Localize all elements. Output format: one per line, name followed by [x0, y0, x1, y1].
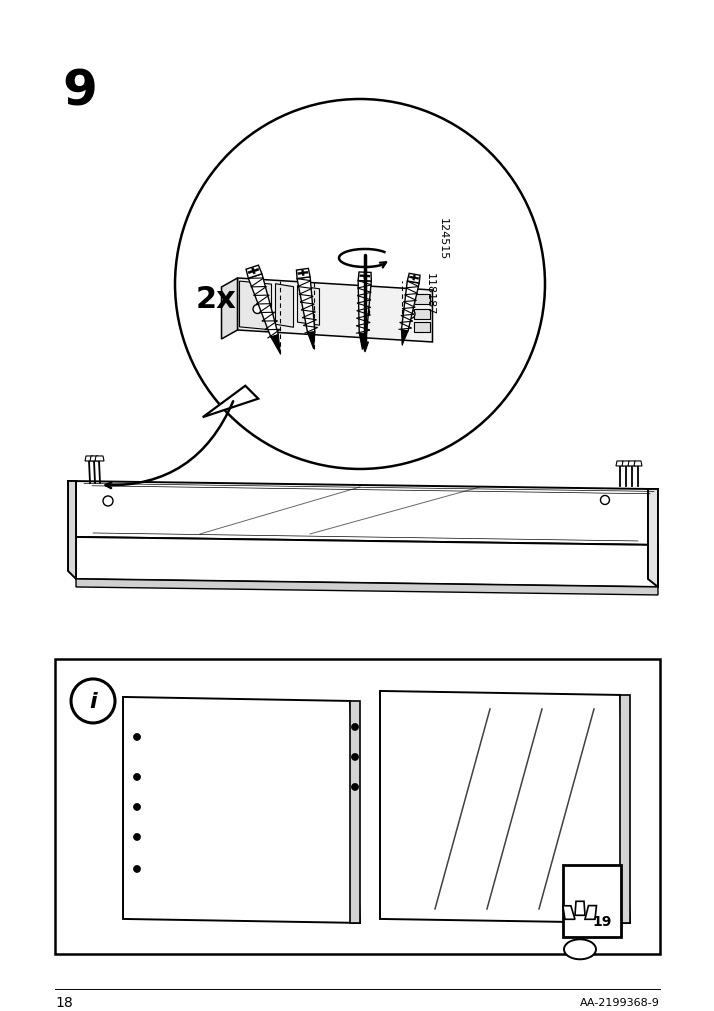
Polygon shape [628, 461, 636, 466]
Polygon shape [90, 457, 99, 461]
Polygon shape [415, 309, 431, 319]
Polygon shape [364, 274, 366, 279]
FancyBboxPatch shape [55, 659, 660, 954]
Circle shape [351, 784, 358, 791]
Polygon shape [563, 906, 575, 919]
Circle shape [351, 754, 358, 760]
Polygon shape [575, 902, 585, 915]
Polygon shape [380, 692, 630, 923]
FancyBboxPatch shape [563, 865, 621, 937]
Circle shape [134, 734, 141, 741]
Circle shape [134, 804, 141, 811]
Text: AA-2199368-9: AA-2199368-9 [580, 997, 660, 1007]
Circle shape [361, 308, 370, 317]
Text: 19: 19 [593, 914, 612, 928]
Polygon shape [238, 279, 433, 343]
Polygon shape [620, 696, 630, 923]
Text: 124515: 124515 [438, 217, 448, 260]
Polygon shape [76, 538, 658, 587]
Polygon shape [239, 282, 271, 331]
Ellipse shape [564, 939, 596, 959]
Circle shape [134, 834, 141, 840]
Text: 18: 18 [55, 995, 73, 1009]
Polygon shape [350, 702, 360, 923]
Polygon shape [248, 269, 259, 274]
Polygon shape [76, 579, 658, 595]
Polygon shape [616, 461, 624, 466]
Polygon shape [634, 461, 642, 466]
Polygon shape [276, 284, 293, 328]
Polygon shape [361, 343, 368, 353]
Text: 118187: 118187 [426, 273, 436, 315]
Polygon shape [68, 481, 76, 579]
Polygon shape [415, 323, 431, 333]
Circle shape [134, 773, 141, 780]
Circle shape [351, 724, 358, 731]
Circle shape [253, 305, 262, 314]
Polygon shape [68, 481, 658, 545]
Polygon shape [95, 457, 104, 461]
Polygon shape [248, 275, 278, 338]
Polygon shape [85, 457, 94, 461]
Text: 9: 9 [62, 68, 97, 116]
Polygon shape [246, 266, 262, 279]
Polygon shape [251, 268, 256, 275]
Polygon shape [413, 276, 416, 281]
Polygon shape [359, 334, 366, 350]
Circle shape [600, 496, 610, 504]
Polygon shape [360, 275, 370, 278]
Polygon shape [407, 274, 420, 284]
Polygon shape [298, 286, 319, 326]
Polygon shape [301, 271, 304, 276]
Polygon shape [298, 272, 308, 275]
Circle shape [406, 310, 415, 319]
Polygon shape [358, 281, 371, 335]
Polygon shape [123, 698, 360, 923]
Circle shape [175, 100, 545, 469]
Polygon shape [648, 489, 658, 587]
Text: i: i [89, 692, 97, 712]
Circle shape [134, 865, 141, 872]
Polygon shape [308, 333, 315, 350]
Polygon shape [221, 279, 238, 340]
Polygon shape [401, 282, 419, 332]
Polygon shape [271, 336, 281, 355]
Polygon shape [203, 386, 258, 418]
Polygon shape [585, 906, 596, 919]
Text: 2x: 2x [196, 285, 236, 314]
Polygon shape [415, 294, 431, 304]
Polygon shape [409, 277, 418, 280]
Polygon shape [296, 269, 310, 279]
Polygon shape [358, 273, 371, 282]
Polygon shape [622, 461, 630, 466]
Circle shape [71, 679, 115, 723]
Polygon shape [401, 331, 408, 346]
Circle shape [103, 496, 113, 507]
Polygon shape [297, 277, 315, 334]
